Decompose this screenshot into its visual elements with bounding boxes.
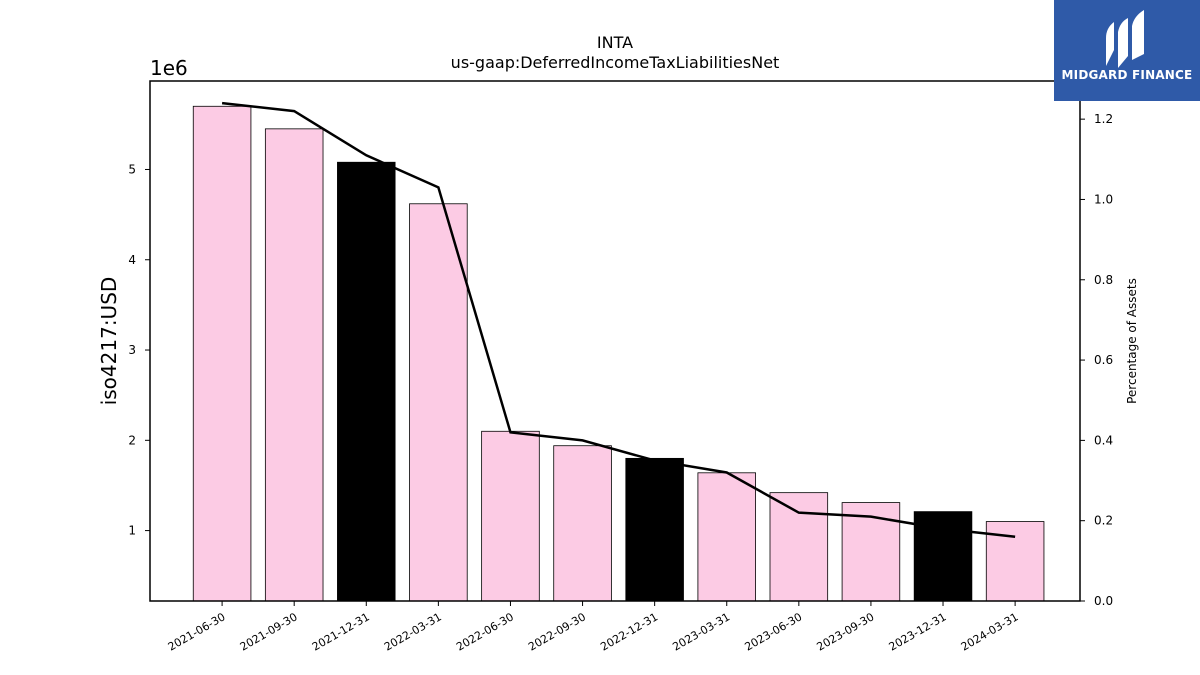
bar-2022-03-31	[409, 203, 468, 602]
y-tick-label: 2	[128, 433, 136, 447]
x-tick-label: 2024-03-31	[959, 610, 1021, 653]
bar-2023-03-31	[697, 472, 756, 602]
y-axis-label: iso4217:USD	[97, 277, 121, 406]
brand-logo: MIDGARD FINANCE	[1054, 0, 1200, 101]
bar-2021-06-30	[192, 105, 252, 602]
x-tick-label: 2022-09-30	[526, 610, 588, 653]
x-tick-label: 2023-06-30	[742, 610, 804, 653]
y-tick-label: 1	[128, 524, 136, 538]
y-tick-label: 5	[128, 162, 136, 176]
chart-subtitle: us-gaap:DeferredIncomeTaxLiabilitiesNet	[451, 53, 780, 72]
x-tick-label: 2022-03-31	[382, 610, 444, 653]
x-tick-label: 2023-09-30	[815, 610, 877, 653]
x-tick-label: 2021-12-31	[310, 610, 372, 653]
x-tick-label: 2021-09-30	[238, 610, 300, 653]
brand-name: MIDGARD FINANCE	[1061, 68, 1193, 82]
bar-2022-09-30	[553, 445, 612, 602]
y2-tick-label: 0.2	[1094, 514, 1113, 528]
bar-2022-12-31	[625, 457, 684, 602]
y2-tick-label: 1.2	[1094, 112, 1113, 126]
plot-frame	[149, 80, 1081, 602]
y2-tick-label: 0.6	[1094, 353, 1113, 367]
y2-tick-label: 0.0	[1094, 594, 1113, 608]
y2-tick-label: 0.4	[1094, 433, 1113, 447]
y2-axis-label: Percentage of Assets	[1125, 278, 1139, 404]
x-tick-label: 2023-12-31	[887, 610, 949, 653]
y-tick-label: 3	[128, 343, 136, 357]
chart-title: INTA	[597, 33, 633, 52]
bar-2022-06-30	[481, 430, 540, 602]
y-tick-label: 4	[128, 253, 136, 267]
y-axis-multiplier: 1e6	[150, 56, 188, 80]
y2-tick-label: 0.8	[1094, 273, 1113, 287]
percentage-line	[221, 101, 1016, 538]
y2-tick-label: 1.0	[1094, 192, 1113, 206]
bar-2023-06-30	[769, 492, 829, 602]
brand-mark-icon	[1106, 10, 1144, 68]
x-tick-label: 2021-06-30	[166, 610, 228, 653]
x-tick-label: 2023-03-31	[670, 610, 732, 653]
bar-2021-09-30	[264, 128, 324, 602]
x-tick-label: 2022-06-30	[454, 610, 516, 653]
bar-2021-12-31	[337, 161, 396, 602]
x-tick-label: 2022-12-31	[598, 610, 660, 653]
